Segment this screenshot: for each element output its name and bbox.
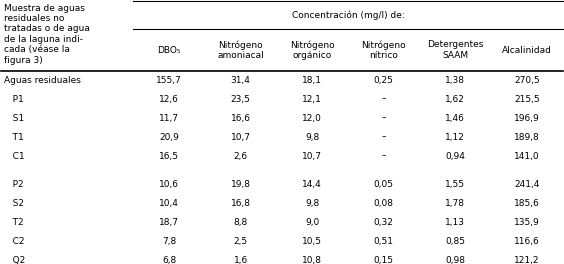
Text: 270,5: 270,5	[514, 76, 540, 84]
Text: P2: P2	[4, 180, 24, 189]
Text: 16,5: 16,5	[159, 152, 179, 161]
Text: 10,4: 10,4	[159, 199, 179, 208]
Text: 18,7: 18,7	[159, 218, 179, 227]
Text: Muestra de aguas
residuales no
tratadas o de agua
de la laguna indi-
cada (véase: Muestra de aguas residuales no tratadas …	[4, 3, 90, 65]
Text: 16,8: 16,8	[231, 199, 250, 208]
Text: S2: S2	[4, 199, 24, 208]
Text: 0,05: 0,05	[374, 180, 394, 189]
Text: 9,8: 9,8	[305, 133, 319, 142]
Text: 0,94: 0,94	[446, 152, 465, 161]
Text: 12,1: 12,1	[302, 95, 322, 103]
Text: 23,5: 23,5	[231, 95, 250, 103]
Text: 1,38: 1,38	[445, 76, 465, 84]
Text: 135,9: 135,9	[514, 218, 540, 227]
Text: 1,62: 1,62	[446, 95, 465, 103]
Text: 215,5: 215,5	[514, 95, 540, 103]
Text: 241,4: 241,4	[514, 180, 540, 189]
Text: P1: P1	[4, 95, 24, 103]
Text: C1: C1	[4, 152, 25, 161]
Text: 2,6: 2,6	[233, 152, 248, 161]
Text: 0,25: 0,25	[374, 76, 394, 84]
Text: 1,6: 1,6	[233, 256, 248, 264]
Text: 116,6: 116,6	[514, 237, 540, 246]
Text: 1,78: 1,78	[445, 199, 465, 208]
Text: Q2: Q2	[4, 256, 25, 264]
Text: Aguas residuales: Aguas residuales	[4, 76, 81, 84]
Text: 19,8: 19,8	[231, 180, 250, 189]
Text: 2,5: 2,5	[233, 237, 248, 246]
Text: 31,4: 31,4	[231, 76, 250, 84]
Text: 0,32: 0,32	[374, 218, 394, 227]
Text: 20,9: 20,9	[159, 133, 179, 142]
Text: 10,8: 10,8	[302, 256, 322, 264]
Text: –: –	[381, 133, 386, 142]
Text: 10,5: 10,5	[302, 237, 322, 246]
Text: 141,0: 141,0	[514, 152, 540, 161]
Text: DBO₅: DBO₅	[157, 45, 181, 54]
Text: 14,4: 14,4	[302, 180, 322, 189]
Text: 1,55: 1,55	[445, 180, 465, 189]
Text: Nitrógeno
orgánico: Nitrógeno orgánico	[290, 40, 334, 60]
Text: Alcalinidad: Alcalinidad	[502, 45, 552, 54]
Text: 12,6: 12,6	[159, 95, 179, 103]
Text: –: –	[381, 114, 386, 122]
Text: –: –	[381, 95, 386, 103]
Text: 7,8: 7,8	[162, 237, 176, 246]
Text: 10,7: 10,7	[302, 152, 322, 161]
Text: Detergentes
SAAM: Detergentes SAAM	[427, 40, 483, 60]
Text: 12,0: 12,0	[302, 114, 322, 122]
Text: Nitrógeno
nítrico: Nitrógeno nítrico	[362, 40, 406, 60]
Text: S1: S1	[4, 114, 24, 122]
Text: 0,08: 0,08	[374, 199, 394, 208]
Text: 9,8: 9,8	[305, 199, 319, 208]
Text: Concentración (mg/l) de:: Concentración (mg/l) de:	[292, 11, 404, 20]
Text: 1,12: 1,12	[446, 133, 465, 142]
Text: 0,98: 0,98	[445, 256, 465, 264]
Text: 121,2: 121,2	[514, 256, 540, 264]
Text: C2: C2	[4, 237, 25, 246]
Text: 9,0: 9,0	[305, 218, 319, 227]
Text: 1,13: 1,13	[445, 218, 465, 227]
Text: –: –	[381, 152, 386, 161]
Text: 185,6: 185,6	[514, 199, 540, 208]
Text: T1: T1	[4, 133, 24, 142]
Text: 0,85: 0,85	[445, 237, 465, 246]
Text: 0,51: 0,51	[374, 237, 394, 246]
Text: 1,46: 1,46	[446, 114, 465, 122]
Text: T2: T2	[4, 218, 24, 227]
Text: 16,6: 16,6	[231, 114, 250, 122]
Text: 0,15: 0,15	[374, 256, 394, 264]
Text: Nitrógeno
amoniacal: Nitrógeno amoniacal	[217, 40, 264, 60]
Text: 196,9: 196,9	[514, 114, 540, 122]
Text: 189,8: 189,8	[514, 133, 540, 142]
Text: 10,6: 10,6	[159, 180, 179, 189]
Text: 10,7: 10,7	[231, 133, 250, 142]
Text: 11,7: 11,7	[159, 114, 179, 122]
Text: 155,7: 155,7	[156, 76, 182, 84]
Text: 8,8: 8,8	[233, 218, 248, 227]
Text: 18,1: 18,1	[302, 76, 322, 84]
Text: 6,8: 6,8	[162, 256, 176, 264]
